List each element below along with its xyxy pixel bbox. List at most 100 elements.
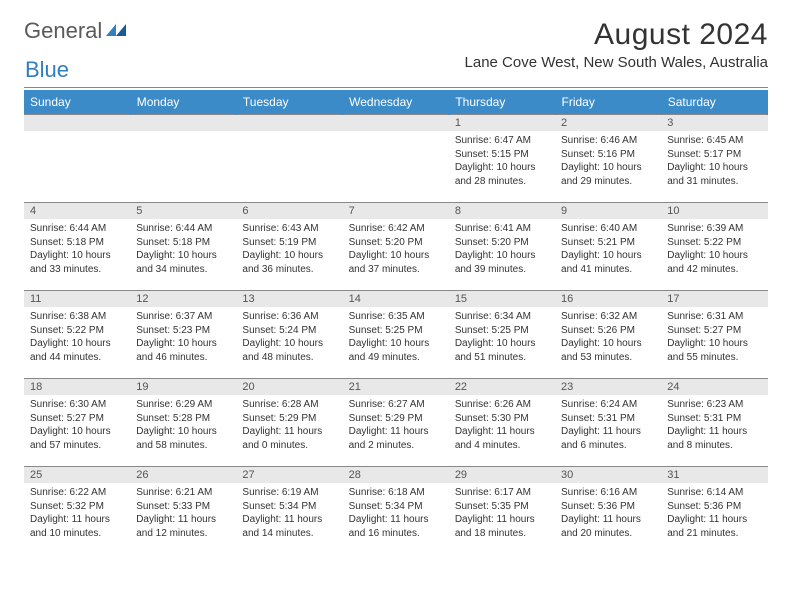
calendar-day-cell: 29Sunrise: 6:17 AMSunset: 5:35 PMDayligh… — [449, 467, 555, 555]
calendar-day-cell: 8Sunrise: 6:41 AMSunset: 5:20 PMDaylight… — [449, 203, 555, 291]
day-details: Sunrise: 6:23 AMSunset: 5:31 PMDaylight:… — [661, 395, 767, 455]
day-header: Wednesday — [343, 90, 449, 115]
day-details: Sunrise: 6:30 AMSunset: 5:27 PMDaylight:… — [24, 395, 130, 455]
calendar-day-cell: 19Sunrise: 6:29 AMSunset: 5:28 PMDayligh… — [130, 379, 236, 467]
calendar-day-cell: 24Sunrise: 6:23 AMSunset: 5:31 PMDayligh… — [661, 379, 767, 467]
calendar-day-cell — [343, 115, 449, 203]
logo-mark-icon — [106, 18, 128, 44]
blank-day — [130, 115, 236, 131]
logo: General — [24, 18, 128, 44]
day-header: Sunday — [24, 90, 130, 115]
day-details: Sunrise: 6:27 AMSunset: 5:29 PMDaylight:… — [343, 395, 449, 455]
calendar-table: SundayMondayTuesdayWednesdayThursdayFrid… — [24, 90, 768, 555]
day-number: 17 — [661, 291, 767, 307]
calendar-week-row: 11Sunrise: 6:38 AMSunset: 5:22 PMDayligh… — [24, 291, 768, 379]
calendar-day-cell — [130, 115, 236, 203]
blank-day — [343, 115, 449, 131]
calendar-day-cell: 18Sunrise: 6:30 AMSunset: 5:27 PMDayligh… — [24, 379, 130, 467]
day-details: Sunrise: 6:19 AMSunset: 5:34 PMDaylight:… — [236, 483, 342, 543]
calendar-body: 1Sunrise: 6:47 AMSunset: 5:15 PMDaylight… — [24, 115, 768, 555]
day-header: Monday — [130, 90, 236, 115]
day-details: Sunrise: 6:16 AMSunset: 5:36 PMDaylight:… — [555, 483, 661, 543]
day-details: Sunrise: 6:45 AMSunset: 5:17 PMDaylight:… — [661, 131, 767, 191]
day-number: 11 — [24, 291, 130, 307]
day-number: 24 — [661, 379, 767, 395]
day-header: Thursday — [449, 90, 555, 115]
calendar-day-cell: 10Sunrise: 6:39 AMSunset: 5:22 PMDayligh… — [661, 203, 767, 291]
day-number: 18 — [24, 379, 130, 395]
day-number: 21 — [343, 379, 449, 395]
day-details: Sunrise: 6:34 AMSunset: 5:25 PMDaylight:… — [449, 307, 555, 367]
calendar-week-row: 25Sunrise: 6:22 AMSunset: 5:32 PMDayligh… — [24, 467, 768, 555]
calendar-day-cell: 6Sunrise: 6:43 AMSunset: 5:19 PMDaylight… — [236, 203, 342, 291]
calendar-day-cell: 22Sunrise: 6:26 AMSunset: 5:30 PMDayligh… — [449, 379, 555, 467]
day-details: Sunrise: 6:46 AMSunset: 5:16 PMDaylight:… — [555, 131, 661, 191]
calendar-day-cell: 20Sunrise: 6:28 AMSunset: 5:29 PMDayligh… — [236, 379, 342, 467]
day-details: Sunrise: 6:44 AMSunset: 5:18 PMDaylight:… — [130, 219, 236, 279]
day-details: Sunrise: 6:29 AMSunset: 5:28 PMDaylight:… — [130, 395, 236, 455]
day-number: 2 — [555, 115, 661, 131]
day-details: Sunrise: 6:41 AMSunset: 5:20 PMDaylight:… — [449, 219, 555, 279]
calendar-day-cell: 15Sunrise: 6:34 AMSunset: 5:25 PMDayligh… — [449, 291, 555, 379]
day-details: Sunrise: 6:39 AMSunset: 5:22 PMDaylight:… — [661, 219, 767, 279]
calendar-day-cell: 12Sunrise: 6:37 AMSunset: 5:23 PMDayligh… — [130, 291, 236, 379]
day-number: 25 — [24, 467, 130, 483]
day-details: Sunrise: 6:36 AMSunset: 5:24 PMDaylight:… — [236, 307, 342, 367]
day-details: Sunrise: 6:24 AMSunset: 5:31 PMDaylight:… — [555, 395, 661, 455]
calendar-day-cell: 13Sunrise: 6:36 AMSunset: 5:24 PMDayligh… — [236, 291, 342, 379]
day-number: 30 — [555, 467, 661, 483]
day-details: Sunrise: 6:42 AMSunset: 5:20 PMDaylight:… — [343, 219, 449, 279]
blank-day — [24, 115, 130, 131]
day-number: 9 — [555, 203, 661, 219]
day-header: Friday — [555, 90, 661, 115]
day-number: 22 — [449, 379, 555, 395]
day-details: Sunrise: 6:31 AMSunset: 5:27 PMDaylight:… — [661, 307, 767, 367]
day-number: 5 — [130, 203, 236, 219]
day-number: 27 — [236, 467, 342, 483]
calendar-day-cell: 25Sunrise: 6:22 AMSunset: 5:32 PMDayligh… — [24, 467, 130, 555]
calendar-day-cell: 26Sunrise: 6:21 AMSunset: 5:33 PMDayligh… — [130, 467, 236, 555]
day-details: Sunrise: 6:17 AMSunset: 5:35 PMDaylight:… — [449, 483, 555, 543]
calendar-day-cell — [236, 115, 342, 203]
day-number: 1 — [449, 115, 555, 131]
calendar-day-cell: 5Sunrise: 6:44 AMSunset: 5:18 PMDaylight… — [130, 203, 236, 291]
day-details: Sunrise: 6:26 AMSunset: 5:30 PMDaylight:… — [449, 395, 555, 455]
calendar-day-cell: 9Sunrise: 6:40 AMSunset: 5:21 PMDaylight… — [555, 203, 661, 291]
day-number: 4 — [24, 203, 130, 219]
calendar-day-cell: 4Sunrise: 6:44 AMSunset: 5:18 PMDaylight… — [24, 203, 130, 291]
day-number: 8 — [449, 203, 555, 219]
day-number: 15 — [449, 291, 555, 307]
day-details: Sunrise: 6:28 AMSunset: 5:29 PMDaylight:… — [236, 395, 342, 455]
calendar-day-cell: 27Sunrise: 6:19 AMSunset: 5:34 PMDayligh… — [236, 467, 342, 555]
day-details: Sunrise: 6:18 AMSunset: 5:34 PMDaylight:… — [343, 483, 449, 543]
day-number: 29 — [449, 467, 555, 483]
logo-text-general: General — [24, 18, 102, 44]
day-details: Sunrise: 6:21 AMSunset: 5:33 PMDaylight:… — [130, 483, 236, 543]
logo-text-blue: Blue — [25, 57, 69, 82]
blank-day — [236, 115, 342, 131]
calendar-day-cell: 30Sunrise: 6:16 AMSunset: 5:36 PMDayligh… — [555, 467, 661, 555]
day-number: 23 — [555, 379, 661, 395]
day-details: Sunrise: 6:22 AMSunset: 5:32 PMDaylight:… — [24, 483, 130, 543]
day-number: 6 — [236, 203, 342, 219]
calendar-day-cell — [24, 115, 130, 203]
day-details: Sunrise: 6:40 AMSunset: 5:21 PMDaylight:… — [555, 219, 661, 279]
day-number: 7 — [343, 203, 449, 219]
day-number: 10 — [661, 203, 767, 219]
day-details: Sunrise: 6:37 AMSunset: 5:23 PMDaylight:… — [130, 307, 236, 367]
header-divider — [24, 87, 768, 88]
day-number: 19 — [130, 379, 236, 395]
calendar-week-row: 4Sunrise: 6:44 AMSunset: 5:18 PMDaylight… — [24, 203, 768, 291]
calendar-day-cell: 21Sunrise: 6:27 AMSunset: 5:29 PMDayligh… — [343, 379, 449, 467]
calendar-day-cell: 7Sunrise: 6:42 AMSunset: 5:20 PMDaylight… — [343, 203, 449, 291]
day-number: 20 — [236, 379, 342, 395]
day-number: 14 — [343, 291, 449, 307]
month-title: August 2024 — [465, 18, 768, 52]
day-details: Sunrise: 6:32 AMSunset: 5:26 PMDaylight:… — [555, 307, 661, 367]
day-header-row: SundayMondayTuesdayWednesdayThursdayFrid… — [24, 90, 768, 115]
day-number: 13 — [236, 291, 342, 307]
day-details: Sunrise: 6:35 AMSunset: 5:25 PMDaylight:… — [343, 307, 449, 367]
calendar-week-row: 1Sunrise: 6:47 AMSunset: 5:15 PMDaylight… — [24, 115, 768, 203]
calendar-day-cell: 11Sunrise: 6:38 AMSunset: 5:22 PMDayligh… — [24, 291, 130, 379]
day-details: Sunrise: 6:14 AMSunset: 5:36 PMDaylight:… — [661, 483, 767, 543]
